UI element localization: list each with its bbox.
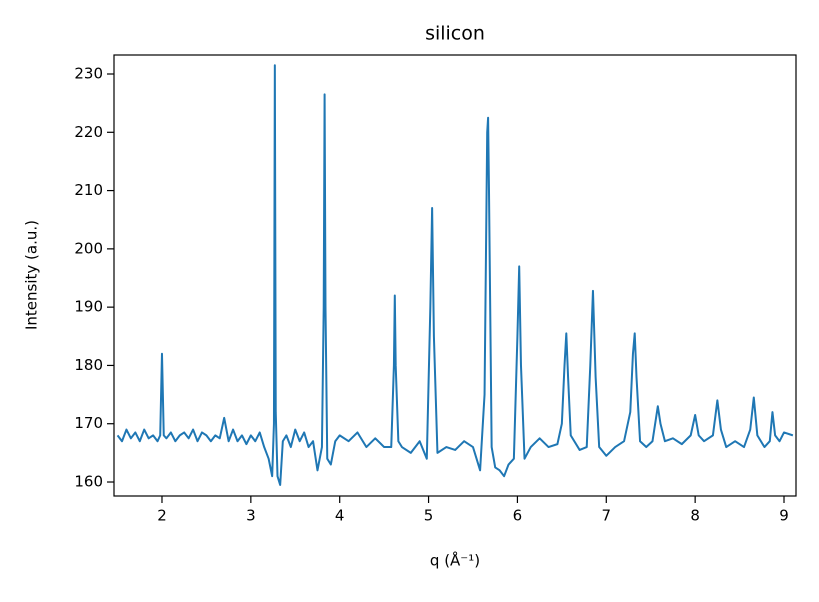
x-tick-label: 8	[690, 507, 700, 525]
x-tick-label: 2	[157, 507, 167, 525]
y-tick-label: 210	[74, 181, 103, 199]
chart-title: silicon	[425, 23, 485, 45]
y-axis-label: Intensity (a.u.)	[23, 220, 41, 330]
x-tick-label: 3	[246, 507, 256, 525]
x-axis-label: q (Å⁻¹)	[430, 551, 480, 570]
data-line	[116, 64, 794, 486]
y-tick-label: 170	[74, 414, 103, 432]
x-tick-label: 4	[335, 507, 345, 525]
y-tick-label: 160	[74, 473, 103, 491]
y-tick-label: 180	[74, 356, 103, 374]
x-tick-label: 5	[424, 507, 434, 525]
plot-frame	[113, 54, 797, 497]
y-tick-label: 220	[74, 123, 103, 141]
x-tick-label: 6	[513, 507, 523, 525]
y-tick-label: 230	[74, 65, 103, 83]
x-tick-label: 7	[602, 507, 612, 525]
y-tick-label: 200	[74, 239, 103, 257]
y-tick-label: 190	[74, 298, 103, 316]
x-tick-label: 9	[779, 507, 789, 525]
